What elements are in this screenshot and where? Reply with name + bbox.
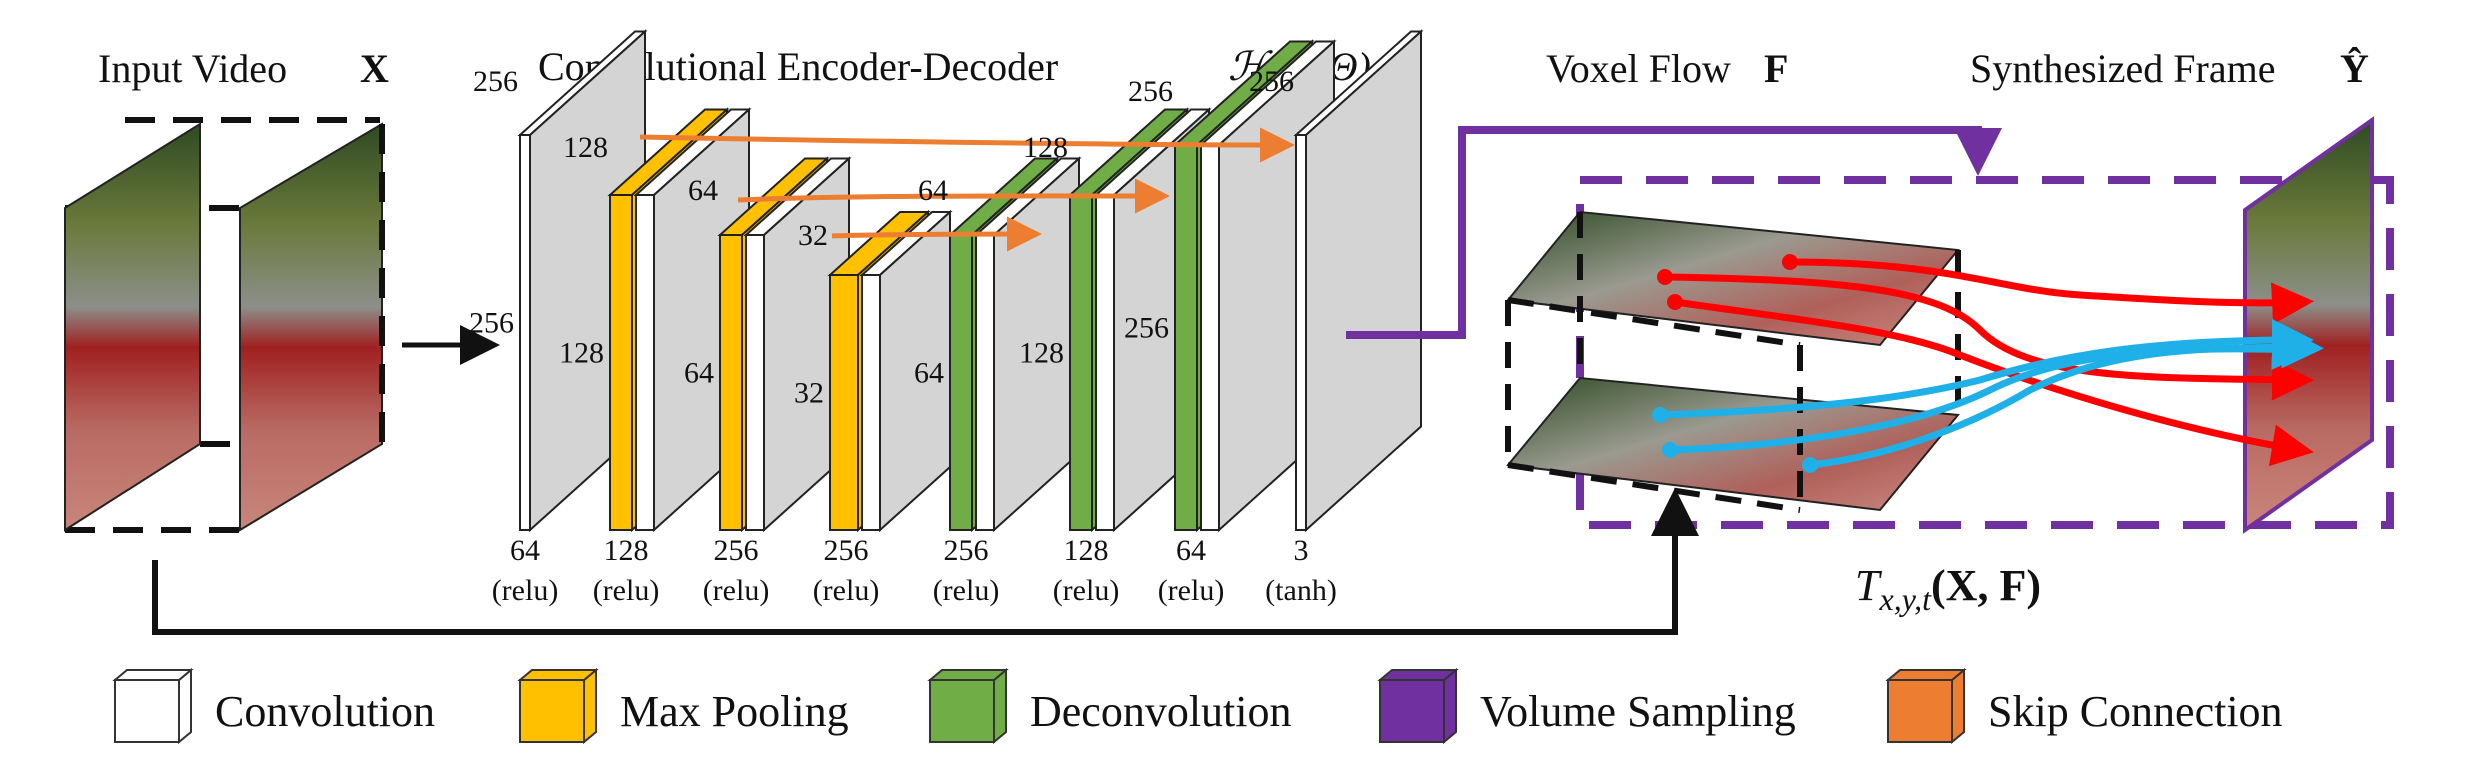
layer-activation-4: (relu) (813, 574, 880, 607)
volume-sampling-arrow (1346, 126, 2002, 339)
layer-size-side-4: 32 (794, 377, 824, 410)
voxel-flow-maps (1505, 210, 1961, 513)
layer-channels-4: 256 (824, 534, 869, 567)
input-frame-1 (64, 122, 201, 532)
legend-label: Deconvolution (1030, 687, 1292, 736)
layer-activation-7: (relu) (1158, 574, 1225, 607)
synthesized-frame-title: Synthesized Frame (1970, 46, 2276, 91)
layer-block-8 (1293, 29, 1424, 533)
layer-channels-5: 256 (944, 534, 989, 567)
sampling-formula: Tx,y,t(X, F) (1855, 561, 2041, 617)
layer-size-side-2: 128 (559, 337, 604, 370)
legend-label: Max Pooling (620, 687, 849, 736)
layer-size-side-1: 256 (469, 307, 514, 340)
layer-size-top-8: 256 (1249, 65, 1294, 98)
layer-channels-6: 128 (1064, 534, 1109, 567)
layer-block-4 (827, 209, 953, 533)
layer-size-side-7: 256 (1124, 312, 1169, 345)
input-video-symbol: X (360, 46, 389, 91)
legend-item-3: Deconvolution (927, 667, 1292, 745)
legend: Convolution Max Pooling Deconvolution Volum… (112, 667, 2283, 745)
input-video-frames (64, 117, 385, 533)
legend-swatch (929, 679, 995, 743)
legend-label: Skip Connection (1988, 687, 2283, 736)
layer-size-top-2: 128 (563, 131, 608, 164)
layer-size-top-7: 256 (1128, 75, 1173, 108)
input-frame-2 (239, 122, 383, 532)
layer-channels-1: 64 (510, 534, 540, 567)
skip-connections (639, 127, 1295, 252)
layer-channels-7: 64 (1176, 534, 1206, 567)
legend-item-2: Max Pooling (517, 667, 849, 745)
legend-label: Convolution (215, 687, 435, 736)
skip-connection-2 (737, 178, 1170, 214)
legend-swatch (114, 679, 180, 743)
layer-size-top-4: 32 (798, 219, 828, 252)
input-to-sampling-arrow (152, 488, 1699, 635)
legend-swatch (1379, 679, 1445, 743)
voxel-flow-title: Voxel Flow (1546, 46, 1731, 91)
legend-label: Volume Sampling (1480, 687, 1796, 736)
dimension-labels: 256 256 64 (relu) 128 128 128 (relu) 64 64 256 (rel… (469, 65, 1337, 607)
layer-activation-6: (relu) (1053, 574, 1120, 607)
layer-size-side-3: 64 (684, 357, 714, 390)
encoder-decoder-blocks (517, 29, 1424, 533)
layer-size-top-3: 64 (688, 174, 718, 207)
layer-activation-1: (relu) (492, 574, 559, 607)
flow-trajectories (1652, 254, 2324, 473)
layer-activation-3: (relu) (703, 574, 770, 607)
legend-item-5: Skip Connection (1885, 667, 2283, 745)
voxel-flow-symbol: F (1764, 46, 1788, 91)
skip-connection-1 (639, 127, 1295, 163)
legend-item-4: Volume Sampling (1377, 667, 1796, 745)
skip-connection-3 (831, 216, 1042, 252)
legend-swatch (1887, 679, 1953, 743)
layer-activation-8: (tanh) (1265, 574, 1337, 607)
legend-item-1: Convolution (112, 667, 435, 745)
layer-size-top-1: 256 (473, 65, 518, 98)
layer-size-top-5: 64 (918, 174, 948, 207)
legend-swatch (519, 679, 585, 743)
layer-channels-3: 256 (714, 534, 759, 567)
layer-activation-2: (relu) (593, 574, 660, 607)
synthesized-frame-symbol: Ŷ (2340, 46, 2369, 91)
input-video-title: Input Video (98, 46, 287, 91)
layer-size-side-5: 64 (914, 357, 944, 390)
layer-size-side-6: 128 (1019, 337, 1064, 370)
layer-channels-8: 3 (1294, 534, 1309, 567)
layer-size-top-6: 128 (1023, 131, 1068, 164)
layer-activation-5: (relu) (933, 574, 1000, 607)
layer-channels-2: 128 (604, 534, 649, 567)
